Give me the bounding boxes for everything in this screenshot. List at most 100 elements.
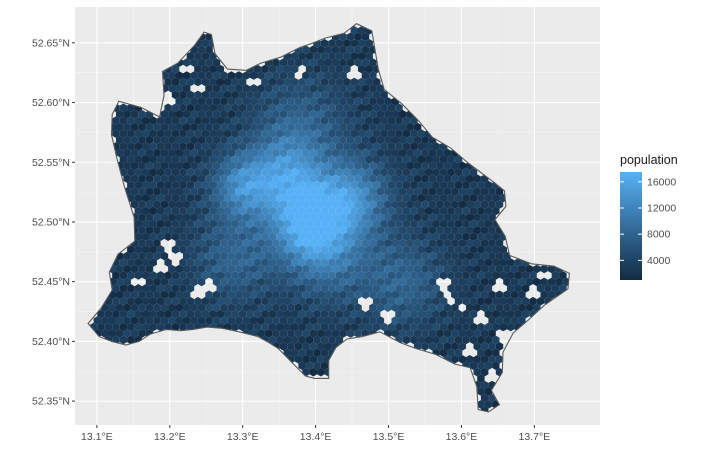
hex-cell — [439, 245, 448, 254]
hex-cell — [261, 90, 269, 100]
hex-cell — [123, 316, 131, 325]
hex-cell — [484, 400, 493, 409]
hex-cell — [473, 355, 481, 364]
hex-cell — [298, 271, 306, 280]
hex-cell — [235, 109, 243, 119]
hex-cell — [421, 342, 429, 351]
hex-cell — [183, 187, 191, 196]
hex-cell — [324, 303, 332, 312]
hex-cell — [346, 277, 355, 287]
hex-cell — [119, 284, 128, 293]
y-tick-label: 52.45°N — [32, 276, 70, 288]
hex-cell — [209, 103, 217, 113]
hex-cell — [238, 206, 247, 216]
hex-cell — [384, 264, 392, 274]
hex-cell — [127, 271, 135, 280]
hex-cell — [224, 116, 232, 125]
hex-cell — [212, 97, 221, 106]
hex-cell — [130, 161, 139, 171]
hex-cell — [462, 258, 470, 267]
hex-cell — [480, 200, 489, 209]
hex-cell — [492, 348, 500, 358]
hex-cell — [145, 264, 154, 274]
hex-cell — [335, 90, 344, 100]
hex-cell — [287, 251, 295, 261]
hex-cell — [186, 90, 195, 100]
hex-cell — [212, 161, 221, 171]
hex-cell — [224, 271, 232, 280]
hex-cell — [358, 258, 366, 267]
hex-cell — [264, 148, 273, 158]
hex-cell — [216, 167, 224, 177]
hex-cell — [276, 193, 284, 203]
hex-cell — [123, 251, 131, 261]
hex-cell — [283, 284, 291, 293]
hex-cell — [197, 226, 206, 235]
x-tick-label: 13.5°E — [373, 431, 405, 443]
hex-cell — [294, 303, 303, 312]
hex-cell — [235, 174, 243, 183]
hex-cell — [436, 329, 444, 338]
hex-cell — [484, 322, 493, 332]
hex-cell — [209, 155, 217, 164]
hex-cell — [350, 155, 358, 164]
hex-cell — [134, 284, 142, 293]
hex-cell — [186, 309, 195, 319]
hex-cell — [391, 251, 399, 261]
hex-cell — [387, 193, 396, 203]
legend-title: population — [620, 153, 678, 167]
hex-cell — [201, 219, 210, 229]
hex-cell — [276, 335, 284, 345]
hex-cell — [443, 264, 452, 274]
hex-cell — [387, 103, 396, 113]
hex-cell — [134, 193, 142, 203]
hex-cell — [350, 258, 358, 267]
hex-cell — [376, 187, 385, 196]
hex-cell — [227, 71, 236, 80]
hex-cell — [250, 174, 258, 183]
hex-cell — [477, 387, 485, 396]
hex-cell — [462, 296, 470, 306]
hex-cell — [313, 64, 321, 74]
hex-cell — [257, 226, 265, 235]
hex-cell — [335, 206, 344, 216]
hex-cell — [212, 122, 221, 132]
hex-cell — [209, 64, 217, 74]
hex-cell — [261, 206, 269, 216]
hex-cell — [365, 116, 373, 125]
hex-cell — [190, 213, 198, 222]
hex-cell — [253, 103, 262, 113]
hex-cell — [372, 296, 381, 306]
hex-cell — [186, 103, 195, 113]
hex-cell — [469, 245, 478, 254]
hex-cell — [276, 116, 284, 125]
hex-cell — [313, 155, 321, 164]
hex-cell — [447, 180, 455, 190]
hex-cell — [503, 290, 511, 300]
hex-cell — [436, 174, 444, 183]
hex-cell — [387, 219, 396, 229]
hex-cell — [320, 39, 329, 48]
hex-cell — [469, 232, 478, 241]
hex-cell — [369, 187, 377, 196]
hex-cell — [544, 284, 552, 293]
hex-cell — [413, 329, 422, 338]
hex-cell — [484, 232, 493, 241]
hex-cell — [324, 58, 332, 67]
hex-cell — [417, 296, 425, 306]
hex-cell — [317, 342, 325, 351]
hex-cell — [335, 245, 344, 254]
hex-cell — [253, 258, 262, 267]
hex-cell — [495, 264, 504, 274]
hex-cell — [231, 206, 239, 216]
hex-cell — [250, 213, 258, 222]
hex-cell — [305, 361, 314, 370]
hex-cell — [313, 271, 321, 280]
hex-cell — [380, 155, 388, 164]
hex-cell — [372, 193, 381, 203]
hex-cell — [250, 71, 258, 80]
y-tick-label: 52.60°N — [32, 97, 70, 109]
hex-cell — [190, 200, 198, 209]
hex-cell — [302, 238, 310, 248]
hex-cell — [406, 303, 414, 312]
